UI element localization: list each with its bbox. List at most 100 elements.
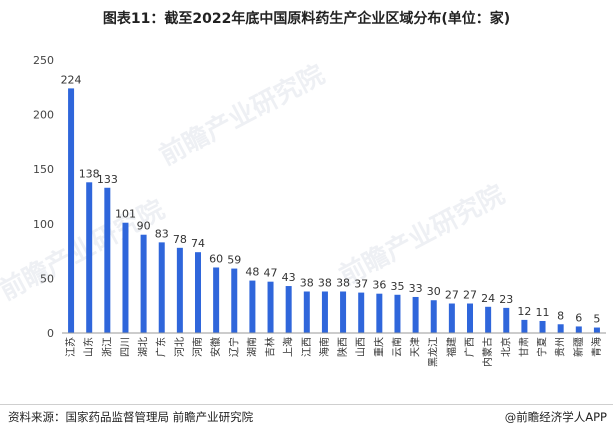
data-label: 35 xyxy=(390,280,404,293)
bar-新疆 xyxy=(575,326,582,333)
bar-甘肃 xyxy=(521,319,528,333)
bar-湖南 xyxy=(249,280,256,333)
x-tick-label: 重庆 xyxy=(372,337,385,357)
bar-辽宁 xyxy=(231,268,238,333)
x-tick-label: 甘肃 xyxy=(517,337,530,357)
data-label: 38 xyxy=(318,277,332,290)
x-tick-label: 云南 xyxy=(390,337,403,357)
bar-山西 xyxy=(358,292,365,333)
y-tick-label: 250 xyxy=(33,54,54,67)
bar-黑龙江 xyxy=(430,300,437,333)
bar-云南 xyxy=(394,294,401,333)
x-tick-label: 宁夏 xyxy=(536,337,549,357)
x-tick-label: 河南 xyxy=(191,337,204,357)
x-tick-label: 湖南 xyxy=(245,337,258,357)
x-tick-label: 浙江 xyxy=(101,337,113,357)
x-tick-label: 山东 xyxy=(82,337,95,357)
data-label: 33 xyxy=(409,282,423,295)
bar-上海 xyxy=(285,286,292,333)
data-label: 47 xyxy=(264,267,278,280)
y-tick-label: 200 xyxy=(33,109,54,122)
x-tick-label: 新疆 xyxy=(572,337,585,357)
data-label: 59 xyxy=(227,254,241,267)
data-label: 5 xyxy=(593,313,600,326)
data-label: 12 xyxy=(517,305,531,318)
y-tick-label: 150 xyxy=(33,163,54,176)
bar-四川 xyxy=(122,222,129,333)
bar-青海 xyxy=(593,327,600,333)
data-label: 101 xyxy=(115,208,136,221)
x-tick-label: 安徽 xyxy=(209,337,222,357)
data-label: 38 xyxy=(336,277,350,290)
data-label: 11 xyxy=(536,306,550,319)
bar-重庆 xyxy=(376,293,383,333)
data-label: 37 xyxy=(354,278,368,291)
x-tick-label: 广东 xyxy=(155,337,168,357)
footer-divider xyxy=(0,404,613,405)
x-tick-label: 四川 xyxy=(120,337,131,357)
bar-陕西 xyxy=(340,291,347,333)
data-label: 133 xyxy=(97,173,118,186)
bar-浙江 xyxy=(104,187,111,333)
bar-广东 xyxy=(158,242,165,333)
bar-河南 xyxy=(195,252,201,333)
x-tick-label: 辽宁 xyxy=(227,337,240,357)
x-tick-label: 江西 xyxy=(301,337,313,357)
x-tick-label: 广西 xyxy=(464,337,476,357)
y-tick-label: 100 xyxy=(33,218,54,231)
data-label: 38 xyxy=(300,277,314,290)
bar-安徽 xyxy=(213,267,220,333)
data-label: 27 xyxy=(463,289,477,302)
data-label: 24 xyxy=(481,292,495,305)
data-label: 30 xyxy=(427,285,441,298)
bar-福建 xyxy=(448,303,455,333)
bar-河北 xyxy=(176,247,183,333)
bar-广西 xyxy=(467,303,473,333)
bar-吉林 xyxy=(267,281,274,333)
x-tick-label: 山西 xyxy=(355,337,367,357)
data-label: 224 xyxy=(61,73,82,86)
x-tick-label: 海南 xyxy=(318,337,331,357)
data-label: 6 xyxy=(575,311,582,324)
data-label: 43 xyxy=(282,271,296,284)
x-tick-label: 黑龙江 xyxy=(427,337,440,367)
bar-内蒙古 xyxy=(485,306,492,333)
source-note: 资料来源：国家药品监督管理局 前瞻产业研究院 xyxy=(8,410,254,424)
data-label: 74 xyxy=(191,237,205,250)
x-tick-label: 青海 xyxy=(590,337,603,357)
x-tick-label: 江苏 xyxy=(64,337,77,357)
x-tick-label: 福建 xyxy=(445,337,458,357)
x-tick-label: 内蒙古 xyxy=(481,337,494,367)
x-tick-label: 上海 xyxy=(282,337,295,357)
bar-天津 xyxy=(412,296,419,333)
bar-湖北 xyxy=(140,234,147,333)
y-tick-label: 50 xyxy=(40,272,54,285)
chart-title: 图表11：截至2022年底中国原料药生产企业区域分布(单位：家) xyxy=(102,11,511,27)
brand-credit: @前瞻经济学人APP xyxy=(504,410,607,424)
data-label: 48 xyxy=(245,266,259,279)
data-label: 90 xyxy=(137,220,151,233)
bar-江西 xyxy=(303,291,310,333)
y-tick-label: 0 xyxy=(47,327,54,340)
data-label: 36 xyxy=(372,279,386,292)
x-tick-label: 贵州 xyxy=(554,337,567,357)
bar-北京 xyxy=(503,307,510,333)
data-label: 23 xyxy=(499,293,513,306)
x-axis: 江苏 山东 浙江 四川 湖北 广东 河北 河南 安徽 辽宁 湖南 吉林 上海 江西 海南 陕西 山西 重庆 云南 天津… xyxy=(62,332,606,367)
x-tick-label: 吉林 xyxy=(264,337,277,357)
x-tick-label: 湖北 xyxy=(138,337,150,357)
x-tick-label: 天津 xyxy=(410,337,422,357)
bar-江苏 xyxy=(68,88,75,333)
y-axis: 0 50 100 150 200 250 xyxy=(33,54,54,340)
data-label: 8 xyxy=(557,309,564,322)
data-label: 83 xyxy=(155,227,169,240)
data-label: 138 xyxy=(79,167,100,180)
bar-海南 xyxy=(321,291,328,333)
x-tick-label: 河北 xyxy=(174,337,186,357)
x-tick-label: 北京 xyxy=(499,337,512,357)
data-label: 27 xyxy=(445,289,459,302)
data-label: 78 xyxy=(173,233,187,246)
bar-山东 xyxy=(86,182,93,333)
